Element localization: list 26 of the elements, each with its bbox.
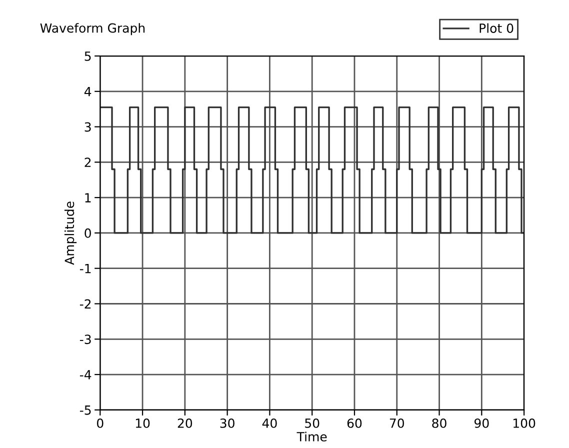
legend-label: Plot 0 <box>480 23 514 33</box>
y-axis-title: Amplitude <box>64 202 77 265</box>
y-tick-label: 0 <box>84 228 91 238</box>
y-tick-label: -3 <box>80 334 91 344</box>
y-tick-label: 5 <box>84 52 91 61</box>
y-tick-label: -5 <box>80 406 91 415</box>
x-tick-label: 40 <box>262 418 277 428</box>
y-tick-label: 3 <box>84 122 91 132</box>
y-tick-label: -2 <box>80 299 91 308</box>
x-tick-label: 80 <box>432 418 446 428</box>
x-axis-title: Time <box>296 432 327 442</box>
y-tick-label: -1 <box>80 264 91 274</box>
y-tick-label: 4 <box>84 87 92 96</box>
y-tick-label: 1 <box>85 193 91 202</box>
x-tick-label: 50 <box>305 418 320 428</box>
x-tick-label: 60 <box>347 418 362 428</box>
chart-title: Waveform Graph <box>40 23 145 36</box>
y-tick-label: -4 <box>80 370 92 380</box>
x-tick-label: 70 <box>390 418 404 428</box>
x-tick-label: 10 <box>136 418 150 428</box>
x-tick-label: 100 <box>513 418 536 428</box>
x-tick-label: 0 <box>96 418 104 428</box>
x-tick-label: 90 <box>474 418 489 428</box>
y-tick-label: 2 <box>84 158 91 167</box>
x-tick-label: 30 <box>220 418 234 428</box>
x-tick-label: 20 <box>178 418 192 428</box>
